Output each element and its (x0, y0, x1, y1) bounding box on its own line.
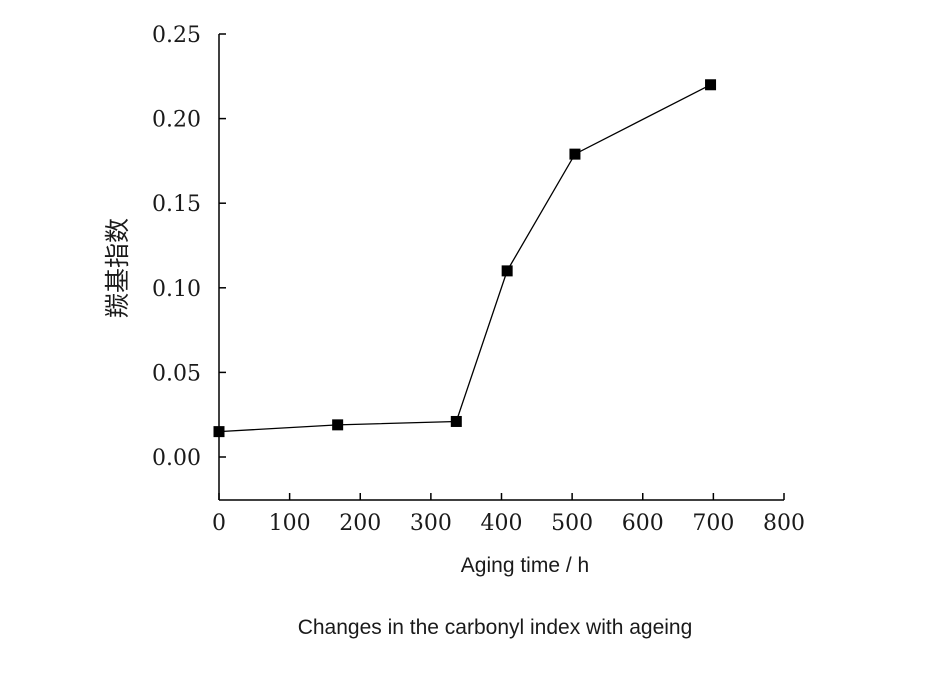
y-tick-label: 0.00 (152, 446, 201, 471)
x-tick-label: 700 (692, 511, 734, 536)
data-point-marker (332, 419, 344, 431)
x-tick-label: 400 (481, 511, 523, 536)
x-tick-label: 500 (551, 511, 593, 536)
y-tick-label: 0.25 (152, 23, 201, 48)
x-axis-label: Aging time / h (461, 554, 589, 577)
data-point-marker (213, 426, 225, 438)
x-tick-label: 200 (339, 511, 381, 536)
x-tick-label: 800 (763, 511, 805, 536)
series-points (213, 79, 717, 438)
figure-caption: Changes in the carbonyl index with agein… (297, 616, 693, 639)
y-tick-label: 0.10 (152, 277, 201, 302)
series-polyline (218, 84, 711, 433)
x-tick-label: 600 (622, 511, 664, 536)
axes: 0.00 0.05 0.10 0.15 0.20 0.25 0 100 200 300 400 500… (152, 23, 805, 536)
x-tick-label: 0 (212, 511, 226, 536)
data-point-marker (501, 265, 513, 277)
data-point-marker (569, 148, 581, 160)
y-axis-label: 羰基指数 (103, 218, 132, 318)
y-tick-label: 0.15 (152, 192, 201, 217)
x-tick-label: 300 (410, 511, 452, 536)
y-tick-label: 0.20 (152, 108, 201, 133)
y-tick-label: 0.05 (152, 361, 201, 386)
series-line (218, 84, 711, 433)
x-tick-label: 100 (269, 511, 311, 536)
data-point-marker (705, 79, 717, 91)
data-point-marker (450, 415, 462, 427)
